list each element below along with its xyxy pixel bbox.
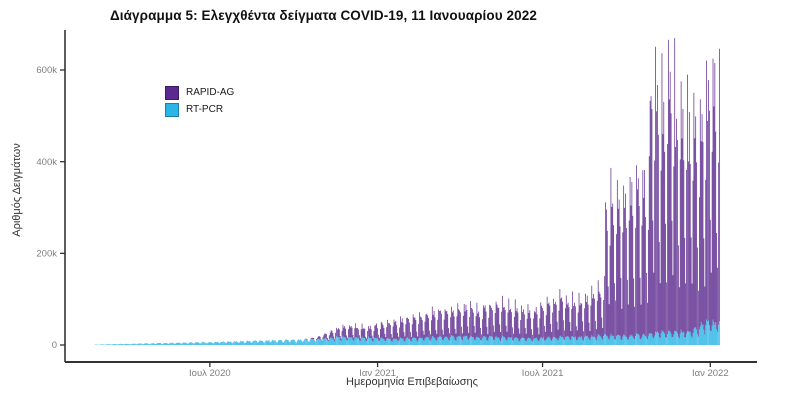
svg-text:Ιαν 2022: Ιαν 2022 [692, 368, 729, 379]
legend-item-rapid-ag: RAPID-AG [165, 84, 234, 101]
legend-label-rt-pcr: RT-PCR [186, 104, 224, 115]
legend-swatch-rt-pcr-icon [165, 102, 179, 117]
legend-item-rt-pcr: RT-PCR [165, 101, 234, 118]
svg-text:Ιαν 2021: Ιαν 2021 [359, 368, 396, 379]
y-axis-title: Αριθμός Δειγμάτων [11, 143, 23, 237]
svg-text:Ιουλ 2021: Ιουλ 2021 [522, 368, 564, 379]
legend: RAPID-AG RT-PCR [165, 84, 234, 118]
svg-text:Ιουλ 2020: Ιουλ 2020 [189, 368, 231, 379]
x-axis-title: Ημερομηνία Επιβεβαίωσης [346, 376, 478, 388]
svg-text:600k: 600k [36, 65, 57, 76]
legend-label-rapid-ag: RAPID-AG [186, 87, 235, 98]
svg-text:0: 0 [52, 340, 57, 351]
svg-text:400k: 400k [36, 157, 57, 168]
chart-title: Διάγραμμα 5: Ελεγχθέντα δείγματα COVID-1… [110, 8, 537, 23]
svg-text:200k: 200k [36, 249, 57, 260]
legend-swatch-rapid-ag-icon [165, 85, 179, 100]
